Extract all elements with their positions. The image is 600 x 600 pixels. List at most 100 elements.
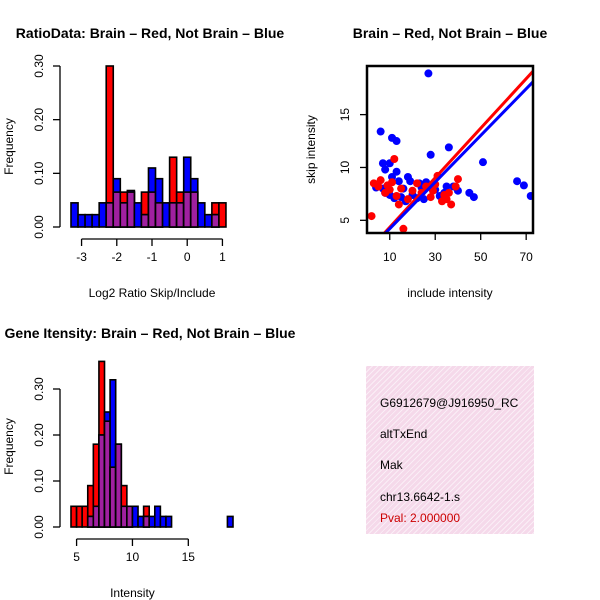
brain-bar (81, 505, 89, 528)
x-axis-label: include intensity (407, 286, 492, 300)
not-brain-bar (91, 213, 100, 228)
not-brain-bar (204, 213, 213, 228)
plot-frame (365, 64, 535, 235)
not-brain-point (406, 177, 415, 186)
overlap-bar (98, 434, 106, 528)
not-brain-point (444, 143, 453, 152)
overlap-bar (189, 191, 199, 228)
brain-point (442, 195, 451, 204)
not-brain-bar (133, 202, 143, 228)
y-axis-label: Frequency (2, 118, 16, 175)
overlap-bar (211, 213, 220, 228)
y-tick-label: 15 (338, 108, 352, 122)
y-tick-label: 0.10 (32, 161, 46, 185)
chart-title: RatioData: Brain – Red, Not Brain – Blue (16, 25, 285, 41)
x-tick-label: -3 (76, 250, 87, 264)
brain-point (390, 155, 399, 164)
overlap-bar (105, 202, 115, 228)
brain-point (367, 212, 376, 221)
y-tick-label: 0.30 (32, 54, 46, 78)
brain-point (376, 176, 385, 185)
chart-title: Brain – Red, Not Brain – Blue (353, 25, 548, 41)
overlap-bar (92, 505, 100, 528)
locus-text: chr13.6642-1.s (380, 490, 461, 504)
overlap-bar (182, 191, 192, 228)
not-brain-point (378, 159, 387, 168)
not-brain-bar (148, 515, 156, 528)
brain-point (428, 186, 437, 195)
overlap-bar (114, 443, 123, 528)
x-tick-label: 10 (383, 250, 397, 264)
not-brain-point (381, 165, 390, 174)
not-brain-point (392, 137, 401, 146)
ratio-histogram-panel: RatioData: Brain – Red, Not Brain – Blue… (2, 25, 285, 300)
brain-bar (75, 505, 83, 528)
not-brain-bar (226, 515, 234, 528)
overlap-bar (112, 191, 122, 228)
x-tick-label: 70 (519, 250, 533, 264)
not-brain-point (442, 182, 451, 191)
not-brain-point (392, 167, 401, 176)
brain-bar (70, 505, 78, 528)
y-tick-label: 0.30 (32, 377, 46, 401)
x-tick-label: 30 (429, 250, 443, 264)
scatter-panel: Brain – Red, Not Brain – Blue 10 30 50 70 5 10… (304, 25, 548, 300)
y-tick-label: 0.00 (32, 515, 46, 539)
overlap-bar (86, 515, 95, 528)
brain-point (374, 182, 383, 191)
not-brain-point (478, 158, 487, 167)
y-tick-label: 0.10 (32, 469, 46, 493)
y-axis-label: skip intensity (304, 115, 318, 184)
gene-id-text: G6912679@J916950_RC (380, 396, 519, 410)
overlap-bar (103, 420, 111, 528)
not-brain-point (513, 177, 522, 186)
not-brain-point (424, 69, 433, 78)
overlap-bar (168, 202, 178, 228)
x-tick-label: -1 (147, 250, 158, 264)
not-brain-bar (77, 213, 86, 228)
not-brain-point (519, 181, 528, 190)
x-tick-label: 0 (184, 250, 191, 264)
x-tick-label: 50 (474, 250, 488, 264)
pval-text: Pval: 2.000000 (380, 511, 461, 525)
not-brain-bar (159, 515, 167, 528)
overlap-bar (175, 202, 185, 228)
x-axis-label: Intensity (110, 586, 155, 600)
chart-title: Gene Itensity: Brain – Red, Not Brain – … (5, 325, 296, 341)
not-brain-bar (98, 202, 108, 228)
overlap-bar (109, 466, 117, 528)
intensity-histogram-panel: Gene Itensity: Brain – Red, Not Brain – … (2, 325, 296, 600)
x-tick-label: 5 (73, 550, 80, 564)
not-brain-bar (131, 505, 139, 528)
brain-point (388, 178, 397, 187)
not-brain-bar (165, 515, 173, 528)
x-axis-label: Log2 Ratio Skip/Include (89, 286, 216, 300)
not-brain-point (426, 150, 435, 159)
overlap-bar (147, 191, 157, 228)
overlap-bar (119, 202, 129, 228)
gene-info-box: G6912679@J916950_RC altTxEnd Mak chr13.6… (366, 366, 534, 534)
overlap-bar (142, 515, 151, 528)
brain-point (403, 195, 412, 204)
not-brain-point (376, 127, 385, 136)
brain-point (447, 200, 456, 209)
brain-point (444, 188, 453, 197)
brain-point (426, 193, 435, 202)
overlap-bar (140, 213, 150, 228)
y-axis-label: Frequency (2, 418, 16, 475)
not-brain-bar (84, 213, 93, 228)
x-tick-label: 1 (219, 250, 226, 264)
overlap-bar (126, 191, 136, 228)
brain-point (399, 224, 408, 233)
brain-point (453, 175, 462, 184)
brain-bar (218, 202, 227, 228)
not-brain-bar (70, 202, 79, 228)
not-brain-bar (196, 202, 206, 228)
y-tick-label: 0.00 (32, 215, 46, 239)
y-tick-label: 0.20 (32, 423, 46, 447)
not-brain-bar (137, 515, 145, 528)
brain-point (451, 182, 460, 191)
not-brain-bar (153, 505, 162, 528)
overlap-bar (126, 505, 134, 528)
